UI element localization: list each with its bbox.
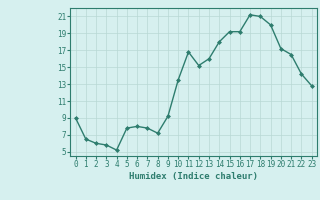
- X-axis label: Humidex (Indice chaleur): Humidex (Indice chaleur): [129, 172, 258, 181]
